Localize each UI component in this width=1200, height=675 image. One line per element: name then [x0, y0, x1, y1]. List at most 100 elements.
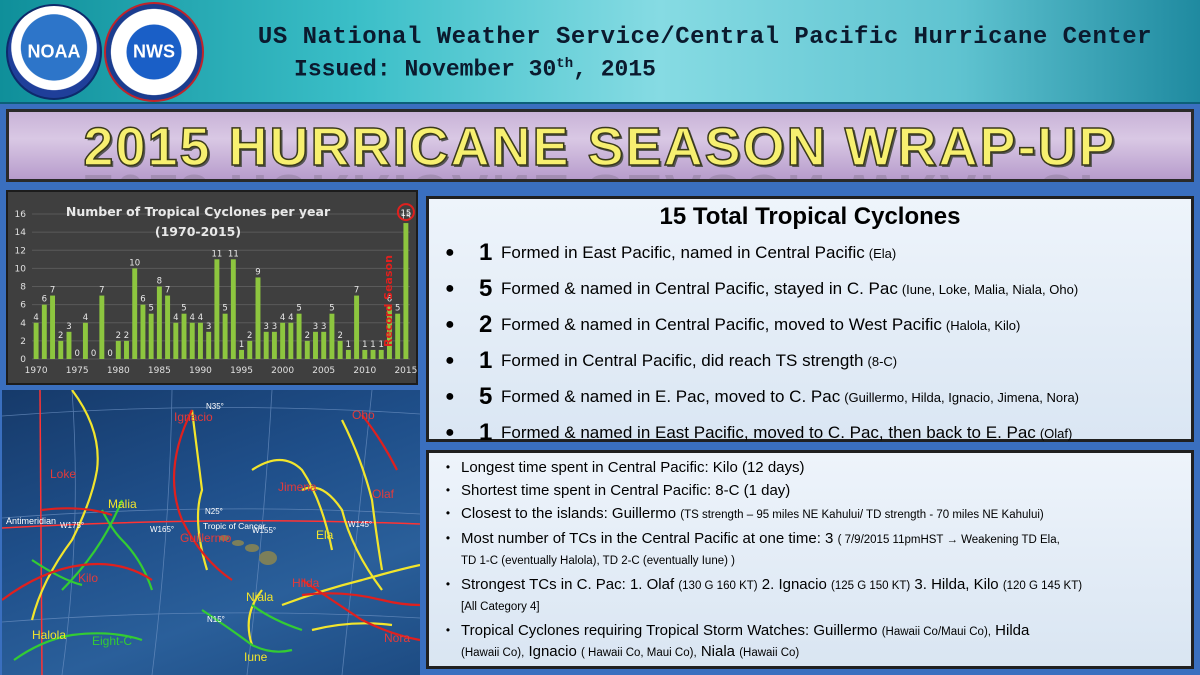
bar: [222, 313, 228, 359]
bar-value-label: 3: [321, 322, 326, 332]
label-tropic: Tropic of Cancer: [203, 521, 266, 531]
bar-value-label: 6: [387, 295, 392, 305]
bullet-icon: ●: [445, 424, 455, 441]
bar: [41, 304, 47, 359]
summary-names: (Olaf): [1039, 425, 1073, 441]
summary-names: (Iune, Loke, Malia, Niala, Oho): [901, 281, 1079, 297]
bar-value-label: 2: [116, 331, 121, 341]
cyclones-per-year-chart: 0 2 4 6 8 10 12 14 16 4 6 7 2 3 0 4 0 7 0 2 2 10 6 5 8 7 4 5 4 4 3 11 5 1…: [6, 190, 418, 385]
summary-item: ● 5 Formed & named in E. Pac, moved to C…: [445, 379, 1193, 415]
fact-detail-3: (120 G 145 KT): [1002, 580, 1083, 592]
grid-w165: W165°: [150, 525, 175, 534]
bullet-icon: ●: [445, 280, 455, 297]
bar-value-label: 6: [42, 295, 47, 305]
bar: [263, 331, 269, 359]
label-olaf: Olaf: [372, 487, 395, 501]
y-tick-label: 4: [20, 319, 26, 329]
hawaii-islands: [219, 535, 277, 565]
bar-value-label: 2: [58, 331, 63, 341]
summary-names: (Ela): [868, 245, 897, 261]
summary-item: ● 1 Formed in Central Pacific, did reach…: [445, 343, 1193, 379]
bar: [156, 286, 162, 359]
banner-title: 2015 HURRICANE SEASON WRAP-UP: [83, 116, 1117, 178]
bar-value-label: 11: [211, 249, 222, 259]
fact-detail-2: TD 1-C (eventually Halola), TD 2-C (even…: [461, 555, 735, 567]
bar-value-label: 4: [33, 313, 38, 323]
issued-sup: th: [556, 56, 574, 72]
fact-body: Closest to the islands: Guillermo (TS st…: [461, 504, 1193, 525]
storm-track-map: Ignacio Oho Loke Malia Jimena Olaf Antim…: [2, 390, 420, 675]
bar-value-label: 2: [124, 331, 129, 341]
fact-text-3: Ignacio: [528, 643, 577, 660]
bar-value-label: 3: [206, 322, 211, 332]
bar: [58, 340, 64, 359]
bullet-icon: ●: [445, 352, 455, 369]
x-tick-label: 1995: [230, 366, 253, 376]
bar: [115, 340, 121, 359]
label-jimena: Jimena: [278, 480, 317, 494]
bar-value-label: 9: [255, 267, 260, 277]
bar: [378, 349, 384, 359]
y-tick-label: 8: [20, 283, 26, 293]
label-nora: Nora: [384, 631, 411, 645]
bar-value-label: 2: [305, 331, 310, 341]
bar-value-label: 8: [157, 277, 162, 287]
bullet-icon: •: [445, 531, 451, 545]
bar: [362, 349, 368, 359]
bar-value-label: 3: [66, 322, 71, 332]
grid-n25: N25°: [205, 507, 223, 516]
bar-value-label: 5: [148, 304, 153, 314]
bullet-icon: •: [445, 623, 451, 637]
fact-text: Strongest TCs in C. Pac: 1. Olaf: [461, 576, 675, 593]
season-banner: 2015 HURRICANE SEASON WRAP-UP 2015 HURRI…: [6, 109, 1194, 182]
label-loke: Loke: [50, 467, 77, 481]
summary-count: 1: [479, 419, 493, 446]
bar: [206, 331, 212, 359]
bar-value-label: 4: [190, 313, 195, 323]
bar: [197, 322, 203, 359]
bar-value-label: 4: [288, 313, 293, 323]
header-bar: NOAA NWS US National Weather Service/Cen…: [0, 0, 1200, 104]
fact-text-2: 2. Ignacio: [761, 576, 827, 593]
summary-names: (8-C): [867, 353, 898, 369]
tracks-red: [2, 409, 420, 642]
summary-names: (Halola, Kilo): [945, 317, 1021, 333]
issued-suffix: , 2015: [573, 56, 656, 83]
bar: [181, 313, 187, 359]
bar-value-label: 1: [239, 340, 244, 350]
header-title: US National Weather Service/Central Paci…: [257, 24, 1153, 51]
y-tick-label: 10: [15, 264, 27, 274]
y-tick-label: 16: [15, 210, 27, 220]
y-tick-label: 0: [20, 355, 26, 365]
bar-value-label: 7: [50, 286, 55, 296]
noaa-logo-text: NOAA: [27, 41, 81, 62]
bullet-icon: •: [445, 506, 451, 520]
bar: [354, 295, 360, 359]
bar-value-label: 4: [173, 313, 178, 323]
label-guillermo: Guillermo: [180, 531, 232, 545]
fact-closest: • Closest to the islands: Guillermo (TS …: [435, 504, 1193, 525]
fact-detail-2: (Hawaii Co),: [461, 647, 525, 659]
y-tick-label: 12: [15, 246, 26, 256]
summary-count: 5: [479, 275, 493, 302]
bar: [288, 322, 294, 359]
bar: [173, 322, 179, 359]
chart-subtitle: (1970-2015): [154, 224, 242, 239]
fact-longest: • Longest time spent in Central Pacific:…: [435, 458, 1193, 477]
bar: [337, 340, 343, 359]
summary-item: ● 1 Formed & named in East Pacific, move…: [445, 415, 1193, 451]
bar-value-label: 0: [107, 349, 112, 359]
bar-value-label: 4: [83, 313, 88, 323]
bar: [230, 259, 236, 359]
fact-watches: • Tropical Cyclones requiring Tropical S…: [435, 621, 1193, 663]
grid-w145: W145°: [348, 520, 373, 529]
bar: [165, 295, 171, 359]
summary-text: Formed in East Pacific, named in Central…: [501, 243, 865, 262]
bar: [189, 322, 195, 359]
bar: [386, 304, 392, 359]
bar-value-label: 4: [280, 313, 285, 323]
bar: [280, 322, 286, 359]
bullet-icon: ●: [445, 244, 455, 261]
label-malia: Malia: [108, 497, 137, 511]
bar: [345, 349, 351, 359]
